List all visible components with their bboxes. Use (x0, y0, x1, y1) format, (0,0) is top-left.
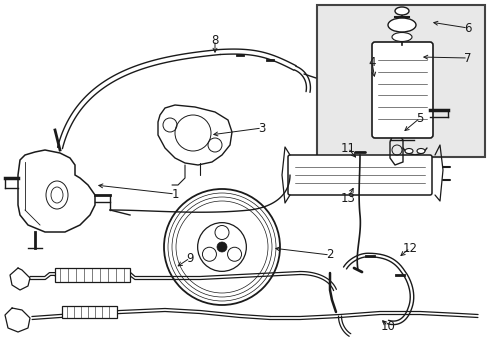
Circle shape (227, 247, 241, 261)
Ellipse shape (51, 187, 63, 203)
Ellipse shape (394, 7, 408, 15)
Text: 9: 9 (186, 252, 193, 265)
Ellipse shape (46, 181, 68, 209)
Ellipse shape (416, 148, 424, 153)
Ellipse shape (404, 148, 412, 153)
Text: 4: 4 (367, 55, 375, 68)
Bar (55, 268, 130, 282)
FancyBboxPatch shape (371, 42, 432, 138)
Ellipse shape (391, 32, 411, 41)
Circle shape (217, 242, 226, 252)
Text: 13: 13 (340, 192, 355, 204)
Bar (62, 306, 117, 318)
Text: 2: 2 (325, 248, 333, 261)
Circle shape (215, 225, 228, 239)
Text: 5: 5 (415, 112, 423, 125)
Circle shape (163, 189, 280, 305)
Bar (316, 5, 484, 157)
Circle shape (202, 247, 216, 261)
Text: 11: 11 (340, 141, 355, 154)
Text: 1: 1 (171, 188, 179, 201)
Polygon shape (18, 150, 95, 232)
FancyBboxPatch shape (287, 155, 431, 195)
Text: 12: 12 (402, 242, 417, 255)
Ellipse shape (387, 18, 415, 32)
Text: 8: 8 (211, 33, 218, 46)
Text: 6: 6 (463, 22, 471, 35)
Polygon shape (158, 105, 231, 165)
Text: 7: 7 (463, 51, 471, 64)
Text: 10: 10 (380, 320, 395, 333)
Text: 3: 3 (258, 122, 265, 135)
Circle shape (197, 222, 246, 271)
